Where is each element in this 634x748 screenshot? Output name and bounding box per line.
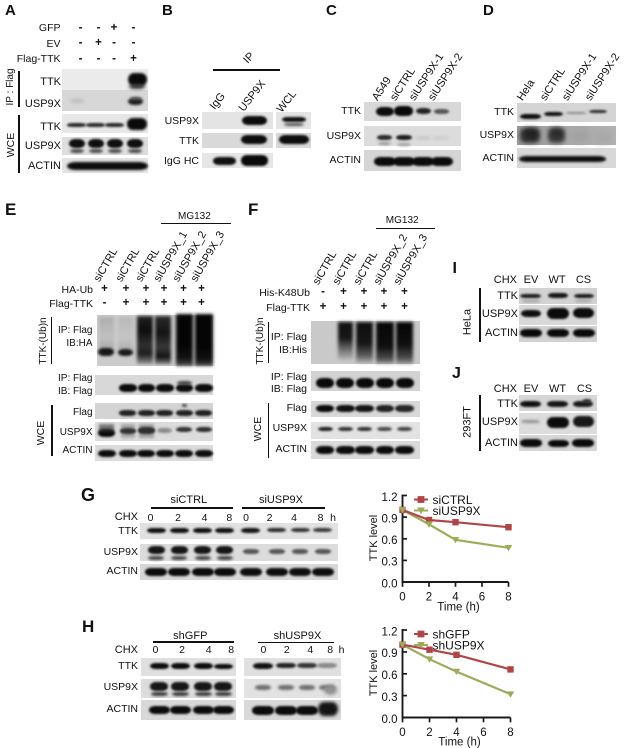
svg-text:TTK level: TTK level <box>368 515 380 561</box>
svg-text:Time (h): Time (h) <box>438 737 481 748</box>
svg-text:shGFP: shGFP <box>433 627 470 641</box>
svg-text:6: 6 <box>479 592 485 604</box>
svg-text:Time (h): Time (h) <box>437 602 480 614</box>
svg-text:4: 4 <box>452 592 459 604</box>
svg-text:0: 0 <box>399 727 405 739</box>
svg-text:siUSP9X: siUSP9X <box>433 504 481 518</box>
svg-text:8: 8 <box>507 727 513 739</box>
svg-text:siCTRL: siCTRL <box>433 493 473 507</box>
svg-text:shUSP9X: shUSP9X <box>433 638 485 652</box>
svg-text:0.0: 0.0 <box>382 714 398 726</box>
svg-text:0.3: 0.3 <box>382 692 398 704</box>
svg-text:0.9: 0.9 <box>382 648 398 660</box>
svg-text:1.2: 1.2 <box>382 492 398 504</box>
svg-text:8: 8 <box>505 592 511 604</box>
svg-text:0.3: 0.3 <box>382 557 398 569</box>
svg-text:0: 0 <box>399 592 405 604</box>
svg-text:4: 4 <box>453 727 460 739</box>
svg-text:6: 6 <box>480 727 486 739</box>
svg-text:0.6: 0.6 <box>382 535 398 547</box>
svg-text:1.2: 1.2 <box>382 626 398 638</box>
svg-text:0.0: 0.0 <box>382 578 398 590</box>
svg-text:2: 2 <box>426 592 432 604</box>
svg-text:TTK level: TTK level <box>368 650 380 696</box>
svg-text:0.9: 0.9 <box>382 513 398 525</box>
svg-text:2: 2 <box>426 727 432 739</box>
svg-text:0.6: 0.6 <box>382 670 398 682</box>
